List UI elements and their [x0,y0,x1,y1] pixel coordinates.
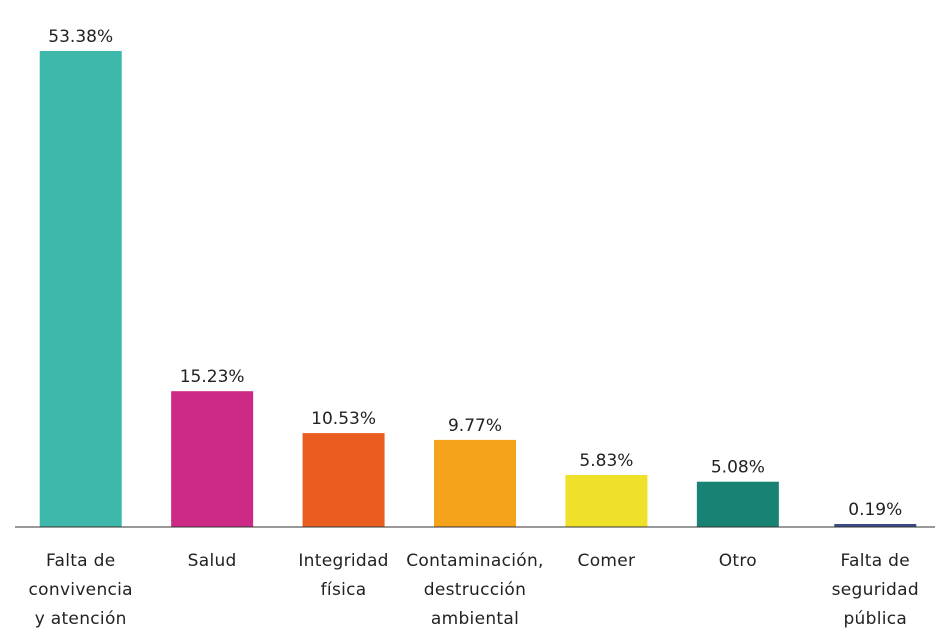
bar-2 [171,391,254,527]
bar-1 [39,51,122,527]
category-label-2: Salud [188,551,237,571]
value-label-6: 5.08% [711,458,765,478]
value-label-3: 10.53% [311,409,376,429]
category-label-line: seguridad [832,580,919,600]
category-label-line: y atención [35,609,127,628]
category-label-line: Comer [578,551,636,571]
category-label-line: Falta de [841,551,911,571]
value-label-4: 9.77% [448,416,502,436]
category-label-line: pública [843,609,907,628]
category-label-1: Falta de convivencia y atención [29,551,133,628]
category-label-4: Contaminación, destrucción ambiental [406,551,543,628]
category-label-6: Otro [719,551,757,571]
category-label-7: Falta de seguridad pública [832,551,919,628]
value-label-5: 5.83% [579,451,633,471]
value-label-2: 15.23% [180,367,245,387]
category-label-line: destrucción [424,580,526,600]
category-label-line: Salud [188,551,237,571]
value-label-1: 53.38% [48,27,113,47]
bar-3 [302,433,385,527]
category-label-line: Integridad [298,551,388,571]
category-label-3: Integridad física [298,551,388,600]
bar-5 [565,475,648,527]
bars-group [39,51,917,527]
category-label-line: ambiental [431,609,519,628]
category-label-5: Comer [578,551,636,571]
category-labels-group: Falta de convivencia y atención Salud Integr… [29,551,919,628]
bar-6 [696,481,779,527]
category-label-line: Falta de [46,551,116,571]
bar-4 [434,439,516,527]
category-label-line: Otro [719,551,757,571]
category-label-line: Contaminación, [406,551,543,571]
bar-7 [834,524,917,527]
category-label-line: convivencia [29,580,133,600]
value-label-7: 0.19% [848,500,902,520]
value-labels-group: 53.38% 15.23% 10.53% 9.77% 5.83% 5.08% 0.19% [48,27,902,520]
category-label-line: física [321,580,367,600]
